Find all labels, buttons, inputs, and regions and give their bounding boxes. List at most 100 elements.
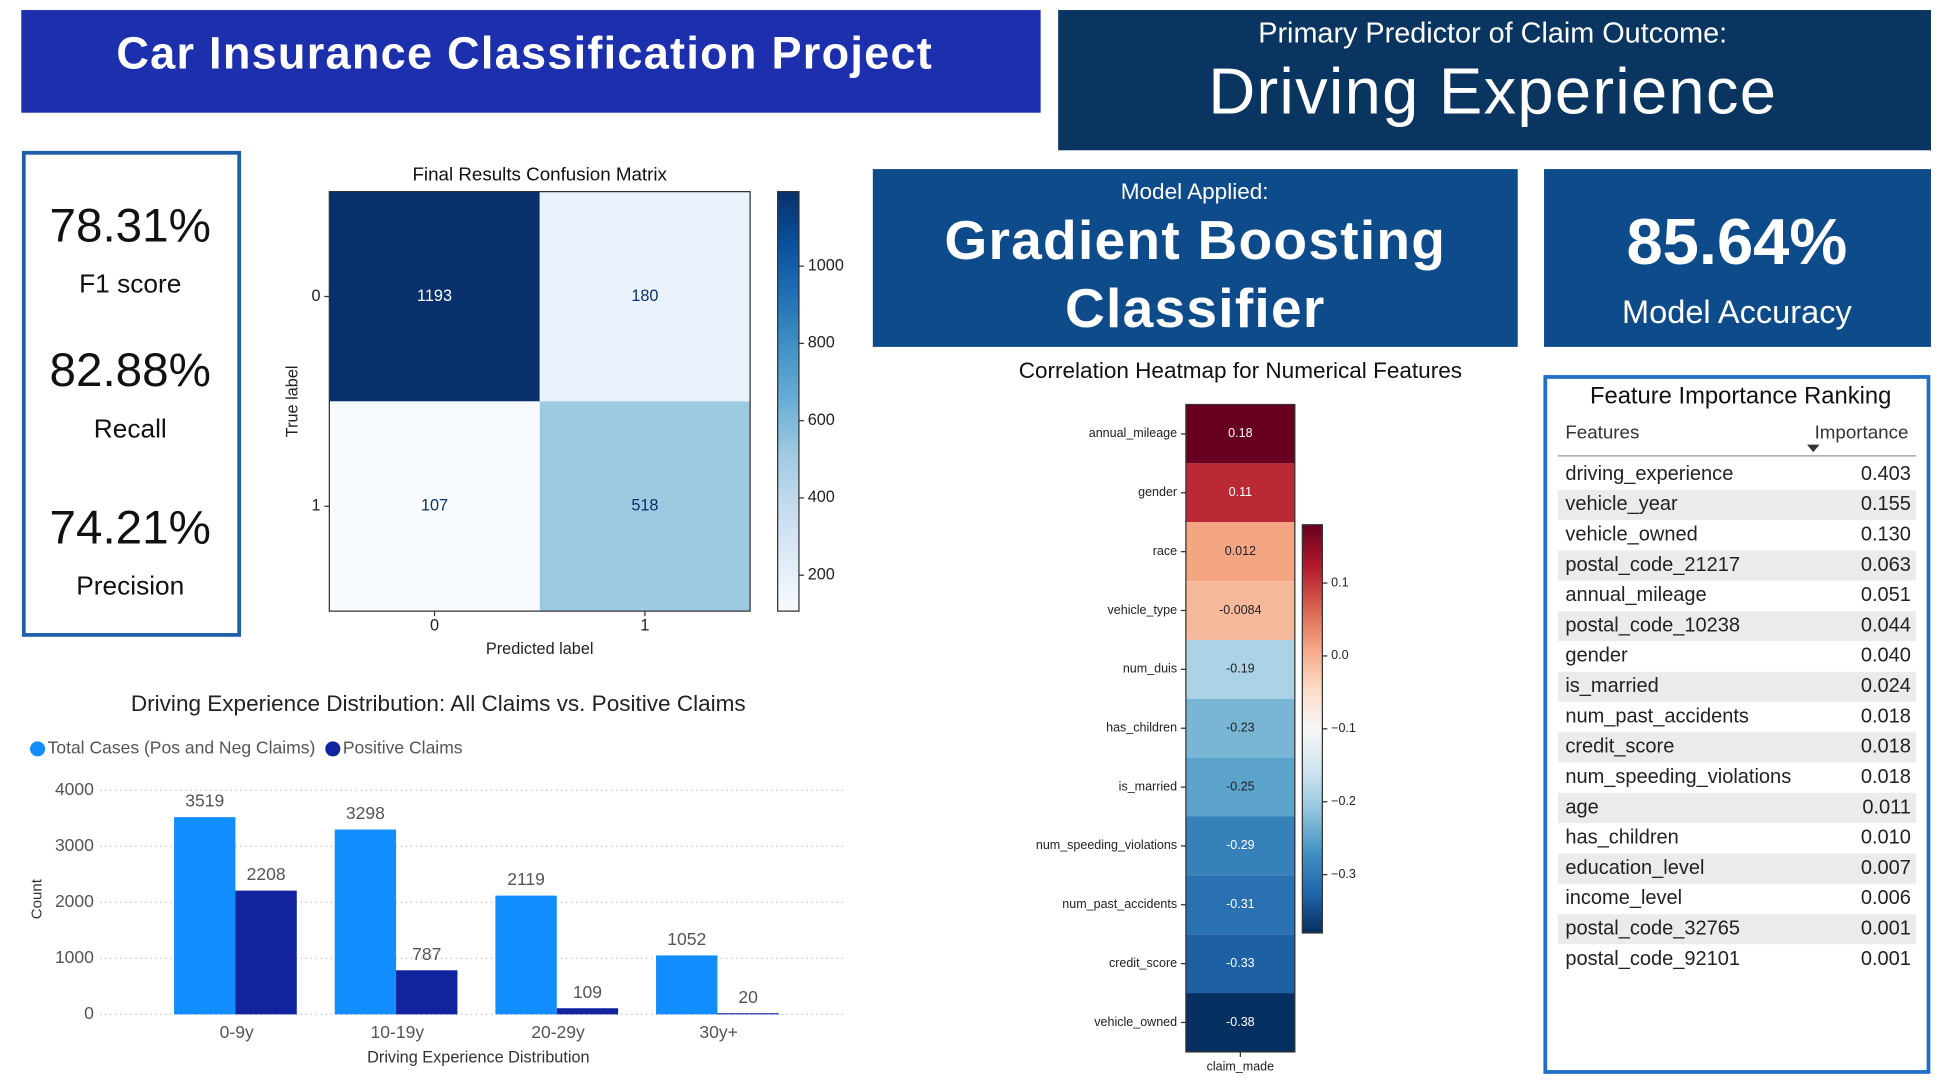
- table-cell: postal_code_92101: [1565, 948, 1740, 970]
- x-tick-label: 20-29y: [531, 1022, 585, 1042]
- table-cell: vehicle_owned: [1565, 524, 1697, 546]
- heatmap-cell: [539, 401, 751, 612]
- colorbar-tick-label: 0.1: [1331, 575, 1348, 589]
- table-row-band: [1557, 853, 1916, 884]
- bar: [656, 955, 718, 1015]
- cell-label: -0.23: [1226, 721, 1255, 735]
- table-cell: 0.063: [1861, 554, 1911, 576]
- table-cell: 0.001: [1861, 948, 1911, 970]
- metric-label: Recall: [94, 414, 167, 444]
- header-panel: [21, 10, 1041, 113]
- sort-indicator: [1807, 444, 1820, 453]
- heatmap-cell: [1185, 757, 1295, 817]
- metric-label: F1 score: [79, 268, 181, 298]
- cell-label: 0.11: [1229, 485, 1252, 499]
- bar-value-label: 109: [573, 982, 602, 1002]
- y-tick-label: 1: [312, 497, 321, 515]
- heatmap-cell: [1185, 639, 1295, 699]
- x-axis-label: Predicted label: [486, 640, 594, 658]
- table-header: Importance: [1815, 421, 1909, 442]
- y-axis-label: Count: [29, 878, 46, 919]
- y-tick-label: 4000: [55, 779, 94, 799]
- table-row-band: [1557, 671, 1916, 702]
- cell-label: -0.31: [1226, 897, 1255, 911]
- bar-value-label: 3519: [185, 791, 224, 811]
- colorbar-tick-label: 400: [808, 488, 835, 506]
- metrics-panel: [21, 150, 242, 637]
- cell-label: -0.38: [1226, 1015, 1255, 1029]
- colorbar-tick-label: 800: [808, 334, 835, 352]
- x-tick-label: 1: [640, 616, 649, 634]
- colorbar-tick-label: 1000: [808, 256, 844, 274]
- bar: [334, 829, 397, 1015]
- heatmap-cell: [1185, 934, 1295, 994]
- colorbar-tick-label: 600: [808, 411, 835, 429]
- table-cell: 0.001: [1861, 917, 1911, 939]
- table-cell: is_married: [1565, 675, 1658, 697]
- y-tick-label: race: [1153, 544, 1177, 558]
- metric-label: Precision: [76, 570, 184, 600]
- bar-value-label: 2119: [507, 869, 545, 889]
- cell-label: -0.29: [1226, 838, 1255, 852]
- y-tick-label: 0: [312, 287, 321, 305]
- heatmap-cell: [539, 191, 751, 402]
- table-cell: 0.007: [1861, 857, 1911, 879]
- cell-label: 0.18: [1228, 426, 1252, 440]
- table-cell: 0.040: [1861, 645, 1911, 667]
- legend-marker: [325, 741, 341, 757]
- chart-title: Final Results Confusion Matrix: [412, 163, 667, 184]
- accuracy-label: Model Accuracy: [1622, 294, 1852, 330]
- y-tick-label: vehicle_owned: [1094, 1015, 1177, 1029]
- table-row-band: [1557, 732, 1916, 763]
- colorbar: [1301, 524, 1324, 934]
- heatmap-cell: [1185, 875, 1295, 935]
- table-cell: 0.011: [1862, 796, 1911, 818]
- metric-value: 82.88%: [50, 344, 211, 397]
- table-row-band: [1557, 914, 1916, 945]
- table-cell: has_children: [1565, 827, 1678, 849]
- colorbar: [777, 190, 800, 612]
- x-tick-label: 0: [430, 616, 439, 634]
- model-name-box: Gradient Boosting Classifier: [944, 210, 1445, 339]
- table-cell: 0.006: [1861, 887, 1911, 909]
- table-cell: credit_score: [1565, 736, 1674, 758]
- y-tick-label: 3000: [55, 835, 94, 855]
- heatmap-cell: [1185, 581, 1295, 640]
- x-tick-label: 0-9y: [220, 1022, 254, 1042]
- y-tick-label: credit_score: [1109, 956, 1177, 970]
- plot-frame: [328, 190, 751, 612]
- bar-value-label: 2208: [247, 864, 286, 884]
- predictor-value: Driving Experience: [1208, 55, 1777, 128]
- y-tick-label: vehicle_type: [1108, 603, 1178, 617]
- predictor-label: Primary Predictor of Claim Outcome:: [1258, 18, 1727, 50]
- table-cell: num_speeding_violations: [1565, 766, 1791, 788]
- table-title: Feature Importance Ranking: [1590, 382, 1891, 409]
- heatmap-cell: [1185, 816, 1295, 876]
- bar: [717, 1013, 779, 1015]
- table-cell: 0.018: [1861, 705, 1911, 727]
- y-tick-label: num_past_accidents: [1062, 897, 1177, 911]
- table-cell: 0.018: [1861, 766, 1911, 788]
- table-cell: education_level: [1565, 857, 1704, 879]
- y-tick-label: is_married: [1119, 779, 1177, 793]
- y-tick-label: gender: [1138, 485, 1177, 499]
- table-cell: age: [1565, 796, 1598, 818]
- heatmap-cell: [1185, 463, 1295, 523]
- table-cell: 0.044: [1861, 614, 1911, 636]
- colorbar-tick-label: 200: [808, 565, 835, 583]
- heatmap-cell: [329, 401, 540, 612]
- heatmap: Final Results Confusion Matrix 1193 180 107…: [283, 163, 844, 658]
- metric-value: 74.21%: [50, 502, 211, 555]
- colorbar-tick-label: −0.3: [1331, 867, 1356, 881]
- table-cell: 0.010: [1861, 827, 1911, 849]
- table-row-band: [1557, 489, 1916, 520]
- table-cell: postal_code_32765: [1565, 917, 1740, 939]
- predictor-panel: [1058, 10, 1931, 151]
- table-cell: 0.403: [1861, 463, 1911, 485]
- bar-value-label: 20: [738, 987, 758, 1007]
- table-body: driving_experience 0.403 vehicle_year 0.155…: [1557, 463, 1916, 970]
- cell-label: 1193: [417, 287, 452, 305]
- x-tick-label: 30y+: [699, 1022, 737, 1042]
- table-cell: 0.155: [1861, 493, 1911, 515]
- table-row-band: [1557, 792, 1916, 824]
